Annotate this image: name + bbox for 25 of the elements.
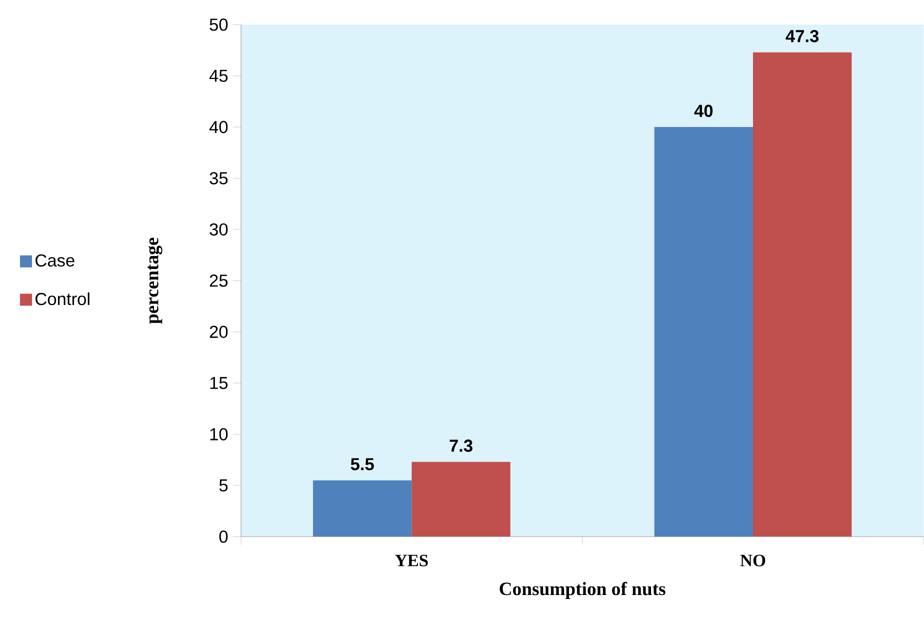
y-tick-label: 15: [210, 377, 228, 390]
bar: [753, 52, 852, 537]
legend-label: Case: [36, 254, 74, 267]
y-tick-label: 20: [210, 326, 228, 338]
bar: [654, 127, 754, 537]
x-axis-title: Consumption of nuts: [500, 582, 666, 600]
y-tick-label: 45: [209, 70, 228, 82]
y-axis-title: percentage: [148, 238, 162, 324]
y-tick-label: 35: [210, 172, 228, 185]
bar: [313, 480, 412, 537]
bar: [412, 462, 510, 537]
data-label: 5.5: [350, 458, 374, 470]
data-label: 40: [694, 104, 713, 118]
data-label: 7.3: [450, 440, 472, 452]
x-tick-label: YES: [395, 554, 428, 567]
y-tick-label: 10: [210, 428, 228, 441]
x-tick-label: NO: [740, 554, 766, 567]
y-tick-label: 0: [219, 530, 228, 543]
data-label: 47.3: [786, 30, 819, 42]
y-tick-label: 30: [210, 223, 228, 236]
y-tick-label: 5: [219, 480, 228, 492]
y-tick-label: 50: [210, 18, 228, 31]
legend-label: Control: [36, 292, 90, 306]
y-tick-label: 25: [210, 274, 228, 287]
y-tick-label: 40: [209, 121, 228, 134]
